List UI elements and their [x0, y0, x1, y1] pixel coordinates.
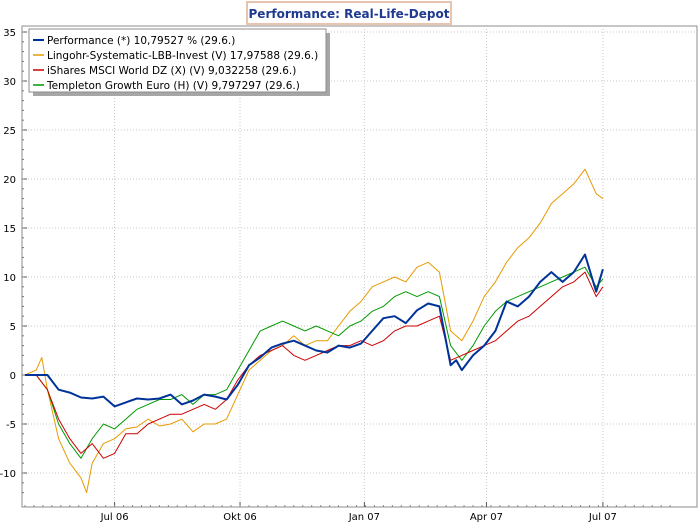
y-tick-label: 0: [10, 371, 16, 382]
legend: Performance (*) 10,79527 % (29.6.) Lingoh…: [28, 28, 330, 96]
y-tick-label: 25: [3, 126, 16, 137]
legend-box: [28, 28, 327, 93]
y-tick-label: -5: [6, 420, 16, 431]
legend-label: Templeton Growth Euro (H) (V) 9,797297 (…: [46, 80, 300, 92]
y-axis: 35 30 25 20 15 10 5 0 -5 -10: [0, 28, 27, 494]
y-tick-label: 35: [3, 28, 16, 39]
x-tick-label: Apr 07: [470, 512, 503, 523]
legend-label: Lingohr-Systematic-LBB-Invest (V) 17,975…: [47, 50, 318, 62]
chart-title-box: Performance: Real-Life-Depot: [246, 1, 452, 25]
y-tick-label: 30: [3, 77, 16, 88]
series-layer: [24, 168, 604, 494]
x-axis: Jul 06 Okt 06 Jan 07 Apr 07 Jul 07: [24, 502, 671, 523]
y-tick-label: 5: [10, 322, 16, 333]
x-tick-label: Okt 06: [223, 512, 257, 523]
legend-items: Performance (*) 10,79527 % (29.6.) Lingoh…: [33, 35, 318, 92]
y-tick-label: 10: [3, 273, 16, 284]
x-tick-label: Jul 06: [100, 512, 129, 523]
x-tick-label: Jul 07: [588, 512, 617, 523]
y-tick-label: 20: [3, 175, 16, 186]
plot-area: [21, 25, 698, 508]
legend-label: Performance (*) 10,79527 % (29.6.): [47, 35, 235, 47]
series-line-templeton-growth-euro: [25, 266, 604, 459]
legend-label: iShares MSCI World DZ (X) (V) 9,032258 (…: [47, 65, 296, 77]
x-tick-label: Jan 07: [348, 512, 380, 523]
series-line-performance: [25, 253, 604, 408]
series-line-ishares-msci-world-dz: [25, 271, 604, 459]
y-tick-label: -10: [0, 469, 16, 480]
title-frame: [246, 1, 452, 25]
y-tick-label: 15: [3, 224, 16, 235]
grid-layer: [22, 26, 697, 507]
chart-title: Performance: Real-Life-Depot: [249, 7, 450, 21]
